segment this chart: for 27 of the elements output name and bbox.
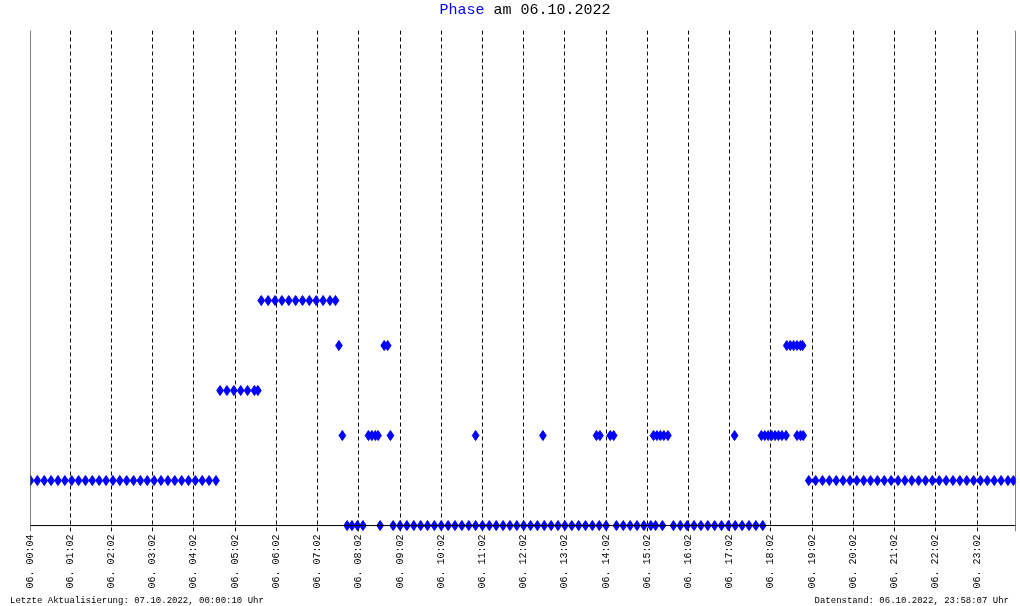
x-tick-label: 06. 03:02 [147,534,159,589]
chart-title: Phase am 06.10.2022 [438,1,612,21]
x-tick-label: 06. 18:02 [765,534,777,589]
x-tick-label: 06. 23:02 [971,534,983,589]
x-tick-label: 06. 00:04 [25,534,36,589]
x-tick-label: 06. 12:02 [518,534,530,589]
x-tick-label: 06. 01:02 [64,534,76,589]
x-tick-label: 06. 05:02 [229,534,241,589]
x-tick-label: 06. 16:02 [683,534,695,589]
x-tick-label: 06. 11:02 [476,534,488,589]
x-tick-label: 06. 22:02 [930,534,942,589]
x-tick-label: 06. 20:02 [847,534,859,589]
x-tick-label: 06. 07:02 [312,534,324,589]
x-tick-label: 06. 10:02 [435,534,447,589]
text: Datenstand: 06.10.2022, 23:58:07 Uhr [814,595,1009,606]
x-tick-label: 06. 21:02 [889,534,901,589]
x-tick-label: 06. 14:02 [600,534,612,589]
x-tick-label: 06. 04:02 [188,534,200,589]
x-tick-label: 06. 08:02 [353,534,365,589]
x-tick-label: 06. 13:02 [559,534,571,589]
x-tick-label: 06. 09:02 [394,534,406,589]
x-tick-label: 06. 17:02 [724,534,736,589]
x-tick-label: 06. 19:02 [806,534,818,589]
x-tick-label: 06. 15:02 [641,534,653,589]
x-tick-label: 06. 02:02 [106,534,118,589]
text: Letzte Aktualisierung: 07.10.2022, 00:00:10 Uhr [10,595,264,606]
x-tick-label: 06. 06:02 [270,534,282,589]
